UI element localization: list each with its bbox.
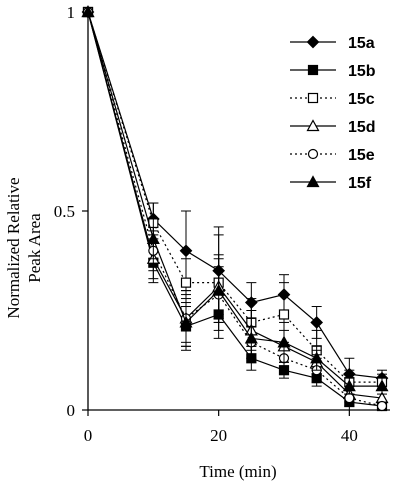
legend-marker bbox=[306, 119, 320, 132]
legend-label: 15e bbox=[348, 147, 375, 164]
legend-marker bbox=[307, 92, 319, 104]
series-15a bbox=[81, 5, 389, 391]
legend-item-15a: 15a bbox=[290, 35, 375, 52]
data-point bbox=[212, 283, 226, 296]
legend: 15a 15b 15c 15d 15e 15f bbox=[290, 35, 376, 192]
y-axis-title-line1: Normalized Relative bbox=[4, 177, 23, 318]
data-point bbox=[344, 392, 355, 404]
legend-label: 15d bbox=[348, 119, 376, 136]
data-point bbox=[179, 244, 193, 258]
legend-marker bbox=[307, 64, 319, 76]
data-point bbox=[244, 331, 258, 344]
legend-item-15d: 15d bbox=[290, 119, 376, 136]
legend-label: 15f bbox=[348, 175, 372, 192]
plot-area: 0 0.5 1 0 20 40 bbox=[54, 3, 390, 445]
series-line bbox=[87, 11, 383, 379]
data-point bbox=[146, 232, 160, 244]
series-line bbox=[87, 11, 383, 407]
legend-item-15b: 15b bbox=[290, 63, 376, 80]
series-line bbox=[87, 11, 383, 407]
y-tick-label: 0.5 bbox=[54, 202, 75, 221]
data-point bbox=[277, 335, 291, 348]
series-15d bbox=[81, 5, 389, 407]
legend-marker bbox=[306, 35, 320, 49]
legend-label: 15b bbox=[348, 63, 376, 80]
data-point bbox=[81, 5, 95, 18]
series-15f bbox=[81, 5, 389, 395]
legend-marker bbox=[307, 148, 319, 160]
y-tick-label: 1 bbox=[67, 3, 76, 22]
data-point bbox=[179, 315, 193, 328]
y-tick-label: 0 bbox=[67, 401, 76, 420]
data-point bbox=[375, 379, 389, 392]
data-point bbox=[310, 351, 324, 364]
legend-item-15f: 15f bbox=[290, 175, 372, 192]
x-tick-label: 0 bbox=[84, 426, 93, 445]
series-line bbox=[87, 11, 382, 383]
x-axis-title: Time (min) bbox=[199, 462, 276, 481]
series-15e bbox=[82, 6, 388, 412]
y-axis-title: Normalized Relative Peak Area bbox=[4, 177, 44, 318]
legend-item-15e: 15e bbox=[290, 147, 375, 164]
data-point bbox=[180, 277, 192, 288]
series-15b bbox=[82, 6, 388, 412]
data-point bbox=[310, 316, 324, 329]
y-axis-title-line2: Peak Area bbox=[25, 213, 44, 283]
legend-label: 15c bbox=[348, 91, 375, 108]
x-tick-label: 20 bbox=[210, 426, 227, 445]
data-point bbox=[342, 379, 356, 392]
x-tick-label: 40 bbox=[341, 426, 358, 445]
data-point bbox=[376, 400, 388, 412]
series-line bbox=[87, 11, 382, 387]
data-point bbox=[278, 309, 290, 320]
series-line bbox=[87, 11, 383, 399]
legend-label: 15a bbox=[348, 35, 375, 52]
legend-marker bbox=[306, 175, 320, 188]
legend-item-15c: 15c bbox=[290, 91, 375, 108]
